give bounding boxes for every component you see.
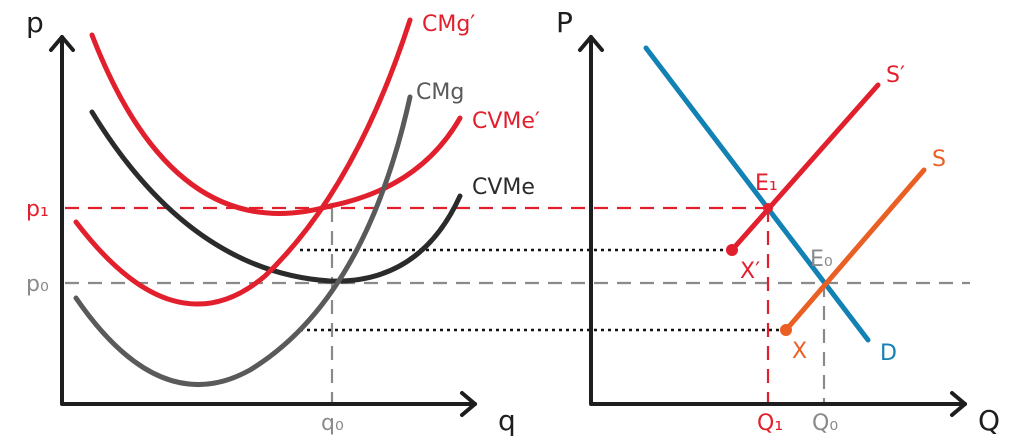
cvme-curve [89,109,463,284]
left-x-arrowhead [460,391,477,417]
q0-label: q₀ [321,411,344,436]
x-prime-point [726,244,738,256]
x-point [780,324,792,336]
supply-prime-line [729,82,881,253]
cvme-label: CVMe [472,175,535,200]
right-axes [589,35,967,406]
e1-label: E₁ [755,171,778,196]
right-panel: P Q S′ S D E₁ E₀ X′ X Q₁ Q₀ [556,6,1000,437]
cmg-prime-label: CMg′ [422,12,475,37]
left-y-axis-label: p [26,6,44,39]
demand-line [643,45,871,343]
p1-label: p₁ [26,197,49,222]
supply-line [783,167,927,333]
e1-point [763,203,773,213]
right-y-axis-label: P [556,6,573,39]
right-x-axis-label: Q [978,404,1000,437]
right-x-arrowhead [950,391,967,417]
q1-label: Q₁ [757,411,783,436]
cvme-prime-label: CVMe′ [472,109,540,134]
left-y-arrowhead [49,35,75,52]
s-prime-label: S′ [886,63,905,88]
d-label: D [880,341,897,366]
q0-right-label: Q₀ [812,411,838,436]
left-axes [60,35,477,406]
s-label: S [932,147,946,172]
left-panel: p q p₁ p₀ q₀ CMg′ CMg CVMe′ CVMe [26,6,970,437]
x-label: X [792,339,807,364]
cvme-prime-curve [89,32,463,216]
cmg-label: CMg [416,80,464,105]
cmg-prime-curve [73,17,413,307]
x-prime-label: X′ [740,259,760,284]
e0-label: E₀ [810,247,833,272]
cmg-curve [73,94,413,387]
right-y-arrowhead [578,35,604,52]
left-x-axis-label: q [498,404,516,437]
p0-label: p₀ [26,272,49,297]
